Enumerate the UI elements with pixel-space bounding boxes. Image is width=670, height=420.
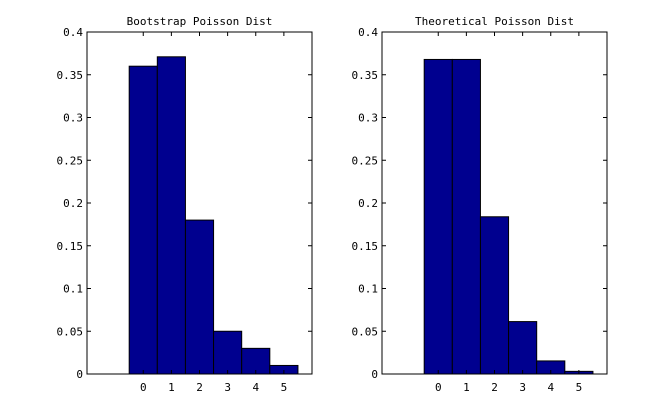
y-tick-label: 0.15 (352, 240, 379, 253)
bar-3 (508, 321, 538, 375)
bar-0 (128, 65, 158, 375)
x-tick-label: 2 (196, 381, 203, 394)
y-tick-label: 0.35 (352, 69, 379, 82)
y-tick-label: 0.2 (358, 197, 378, 210)
y-tick-label: 0.4 (63, 26, 83, 39)
bar-1 (156, 56, 186, 375)
bar-2 (479, 216, 510, 375)
bar-0 (423, 58, 453, 375)
x-tick-label: 5 (281, 381, 288, 394)
y-tick-label: 0.3 (358, 112, 378, 125)
x-tick-label: 5 (576, 381, 583, 394)
y-tick-label: 0.1 (63, 283, 83, 296)
x-tick-label: 3 (519, 381, 526, 394)
chart-title: Bootstrap Poisson Dist (127, 15, 273, 28)
y-tick-label: 0.3 (63, 112, 83, 125)
x-tick-label: 1 (463, 381, 470, 394)
bar-4 (241, 347, 271, 375)
left-chart-panel: Bootstrap Poisson Dist 0 0.05 0.1 0.15 0.2 0.… (57, 15, 313, 394)
y-tick-label: 0.05 (352, 325, 379, 338)
x-tick-label: 0 (435, 381, 442, 394)
y-tick-label: 0.35 (57, 69, 84, 82)
x-tick-label: 4 (252, 381, 259, 394)
y-tick-label: 0.4 (358, 26, 378, 39)
y-tick-label: 0 (371, 368, 378, 381)
bar-3 (213, 330, 243, 375)
bar-2 (184, 219, 215, 375)
x-tick-label: 4 (547, 381, 554, 394)
y-tick-label: 0.05 (57, 325, 84, 338)
y-tick-label: 0.15 (57, 240, 84, 253)
y-tick-label: 0.1 (358, 283, 378, 296)
y-tick-label: 0.25 (352, 154, 379, 167)
x-tick-label: 1 (168, 381, 175, 394)
y-tick-label: 0 (76, 368, 83, 381)
y-tick-label: 0.25 (57, 154, 84, 167)
x-tick-label: 3 (224, 381, 231, 394)
bar-1 (451, 58, 481, 375)
y-tick-label: 0.2 (63, 197, 83, 210)
x-tick-label: 2 (491, 381, 498, 394)
chart-title: Theoretical Poisson Dist (415, 15, 574, 28)
right-chart-panel: Theoretical Poisson Dist 0 0.05 0.1 0.15 0.2… (352, 15, 608, 394)
x-tick-label: 0 (140, 381, 147, 394)
